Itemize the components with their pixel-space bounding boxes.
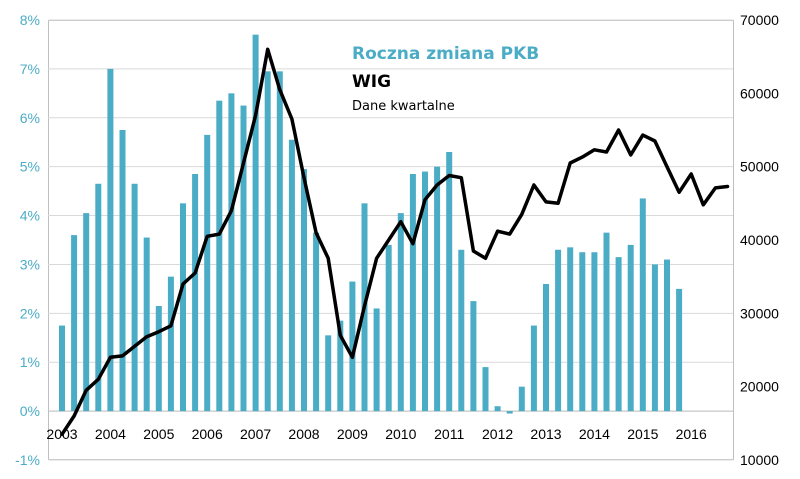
gdp-bar xyxy=(506,411,513,414)
x-axis-tick-label: 2004 xyxy=(95,426,126,442)
right-axis-tick-label: 20000 xyxy=(740,379,779,395)
gdp-bar xyxy=(422,171,428,412)
gdp-bar xyxy=(325,335,332,412)
gdp-bar xyxy=(458,249,465,412)
gdp-bar xyxy=(107,68,114,412)
x-axis-tick-label: 2013 xyxy=(530,426,561,442)
x-axis-tick-label: 2014 xyxy=(579,426,610,442)
gdp-bar xyxy=(627,244,634,412)
gdp-bar xyxy=(676,288,683,412)
gdp-bar xyxy=(192,174,199,412)
gdp-bar xyxy=(252,34,259,412)
left-axis-tick-label: 5% xyxy=(20,159,40,175)
left-axis-tick-label: 8% xyxy=(20,12,40,28)
gdp-bar xyxy=(530,325,537,412)
gdp-bar xyxy=(579,252,586,412)
gdp-bar xyxy=(385,244,392,412)
gdp-bar xyxy=(615,257,622,412)
right-axis-tick-label: 50000 xyxy=(740,159,779,175)
gdp-bar xyxy=(494,406,501,412)
legend: Roczna zmiana PKB WIG Dane kwartalne xyxy=(352,40,539,118)
x-axis-tick-label: 2005 xyxy=(143,426,174,442)
gdp-bar xyxy=(301,169,307,412)
right-axis-ticks: 10000 20000 30000 40000 50000 60000 70000 xyxy=(740,12,779,468)
x-axis-tick-label: 2007 xyxy=(240,426,271,442)
x-axis-tick-label: 2009 xyxy=(337,426,368,442)
x-axis-tick-label: 2011 xyxy=(434,426,464,442)
gdp-bar xyxy=(349,281,356,412)
gdp-bar xyxy=(204,134,211,412)
right-axis-tick-label: 70000 xyxy=(740,12,779,28)
x-axis-tick-label: 2012 xyxy=(482,426,513,442)
gdp-bar xyxy=(591,252,598,412)
x-axis-tick-label: 2016 xyxy=(676,426,707,442)
gdp-bar xyxy=(83,213,90,412)
legend-note: Dane kwartalne xyxy=(352,99,455,114)
legend-gdp-label: Roczna zmiana PKB xyxy=(352,44,540,64)
gdp-bar xyxy=(518,386,525,412)
gdp-bar xyxy=(143,237,150,412)
left-axis-tick-label: 1% xyxy=(20,354,40,370)
wig-line xyxy=(60,47,730,437)
gdp-bar xyxy=(446,152,453,412)
gdp-bar xyxy=(276,71,283,412)
right-axis-tick-label: 10000 xyxy=(740,452,779,468)
gdp-bar xyxy=(228,93,235,412)
gdp-bar xyxy=(216,100,223,412)
gdp-bar xyxy=(470,301,477,412)
right-axis-tick-label: 60000 xyxy=(740,85,779,101)
gdp-bar xyxy=(639,198,646,412)
gdp-bar xyxy=(167,276,174,412)
gdp-bar xyxy=(409,174,416,412)
gdp-bar xyxy=(131,183,138,412)
left-axis-tick-label: 6% xyxy=(20,110,40,126)
gdp-bar xyxy=(651,264,658,412)
gdp-bar xyxy=(240,105,247,412)
gdp-bar xyxy=(397,213,404,412)
gdp-bar xyxy=(337,320,344,412)
gdp-bar xyxy=(119,130,126,412)
gdp-bar xyxy=(59,325,65,412)
left-axis-tick-label: 3% xyxy=(20,256,40,272)
gdp-bar xyxy=(373,308,380,412)
right-axis-tick-label: 40000 xyxy=(740,232,779,248)
x-axis-tick-label: 2015 xyxy=(627,426,658,442)
gdp-bar xyxy=(313,232,320,412)
left-axis-tick-label: -1% xyxy=(15,452,40,468)
gdp-bar xyxy=(555,249,562,412)
left-axis-tick-label: 0% xyxy=(20,403,40,419)
left-axis-tick-label: 7% xyxy=(20,61,40,77)
left-axis-tick-label: 4% xyxy=(20,208,40,224)
x-axis-tick-label: 2008 xyxy=(288,426,319,442)
x-axis-tick-label: 2006 xyxy=(192,426,223,442)
gdp-bar xyxy=(264,71,271,412)
gdp-bar xyxy=(288,139,295,412)
gdp-bars xyxy=(59,34,683,414)
x-axis-tick-label: 2010 xyxy=(385,426,416,442)
gdp-bar xyxy=(71,235,78,412)
right-axis-tick-label: 30000 xyxy=(740,305,779,321)
gdp-bar xyxy=(155,306,162,412)
gdp-bar xyxy=(543,284,549,412)
gdp-bar xyxy=(664,259,670,412)
gdp-bar xyxy=(567,247,574,412)
gdp-bar xyxy=(603,232,610,412)
x-axis-tick-label: 2003 xyxy=(46,426,77,442)
gdp-bar xyxy=(482,367,489,412)
gdp-bar xyxy=(95,183,102,412)
x-axis-ticks: 2003 2004 2005 2006 2007 2008 2009 2010 2011 2012… xyxy=(46,426,707,442)
wig-line-layer xyxy=(60,47,730,437)
gdp-bar xyxy=(434,166,441,412)
legend-wig-label: WIG xyxy=(352,72,392,92)
gdp-bar xyxy=(180,203,186,412)
left-axis-tick-label: 2% xyxy=(20,305,40,321)
left-axis-ticks: -1% 0% 1% 2% 3% 4% 5% 6% 7% 8% xyxy=(15,12,40,468)
